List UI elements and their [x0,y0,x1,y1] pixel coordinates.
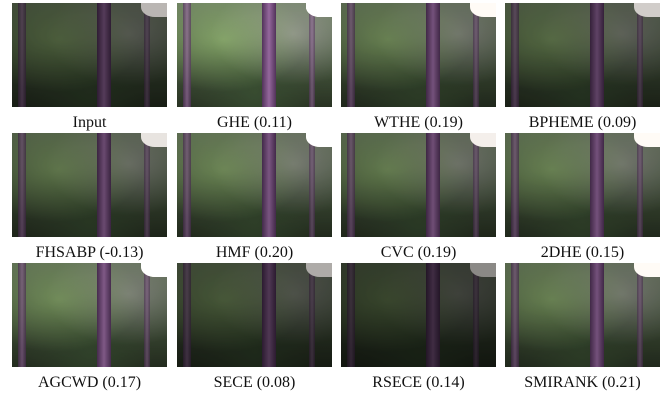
caption: Input [7,114,172,132]
tree-trunk [637,133,643,237]
tree-trunk [97,263,111,367]
tree-trunk [183,133,191,237]
tree-trunk [637,3,643,107]
tree-trunk [262,3,276,107]
image-panel [505,3,660,107]
figure: InputGHE (0.11)WTHE (0.19)BPHEME (0.09) F… [0,0,665,396]
tree-trunk [97,133,111,237]
tree-trunk [97,3,111,107]
image-panel [505,133,660,237]
tree-trunk [347,263,355,367]
tree-trunk [637,263,643,367]
caption: SMIRANK (0.21) [500,374,665,392]
tree-trunk [18,133,26,237]
tree-trunk [511,133,519,237]
tree-trunk [511,263,519,367]
tree-trunk [473,133,479,237]
tree-trunk [262,263,276,367]
image-panel [341,133,496,237]
tree-trunk [590,133,604,237]
tree-trunk [183,3,191,107]
tree-trunk [18,263,26,367]
tree-trunk [347,3,355,107]
tree-trunk [426,3,440,107]
caption: FHSABP (-0.13) [7,244,172,262]
caption: BPHEME (0.09) [500,114,665,132]
tree-trunk [473,263,479,367]
tree-trunk [309,133,315,237]
tree-trunk [262,133,276,237]
caption: CVC (0.19) [336,244,501,262]
tree-trunk [511,3,519,107]
tree-trunk [309,3,315,107]
tree-trunk [590,3,604,107]
caption: WTHE (0.19) [336,114,501,132]
image-panel [12,263,167,367]
tree-trunk [144,263,150,367]
image-panel [12,133,167,237]
caption: RSECE (0.14) [336,374,501,392]
image-panel [177,263,332,367]
image-panel [341,263,496,367]
tree-trunk [590,263,604,367]
tree-trunk [144,3,150,107]
tree-trunk [183,263,191,367]
image-panel [177,133,332,237]
tree-trunk [426,133,440,237]
image-panel [12,3,167,107]
tree-trunk [347,133,355,237]
tree-trunk [309,263,315,367]
image-panel [505,263,660,367]
caption: SECE (0.08) [172,374,337,392]
image-panel [177,3,332,107]
caption: GHE (0.11) [172,114,337,132]
caption: 2DHE (0.15) [500,244,665,262]
tree-trunk [18,3,26,107]
caption: AGCWD (0.17) [7,374,172,392]
tree-trunk [144,133,150,237]
tree-trunk [426,263,440,367]
image-panel [341,3,496,107]
caption: HMF (0.20) [172,244,337,262]
tree-trunk [473,3,479,107]
